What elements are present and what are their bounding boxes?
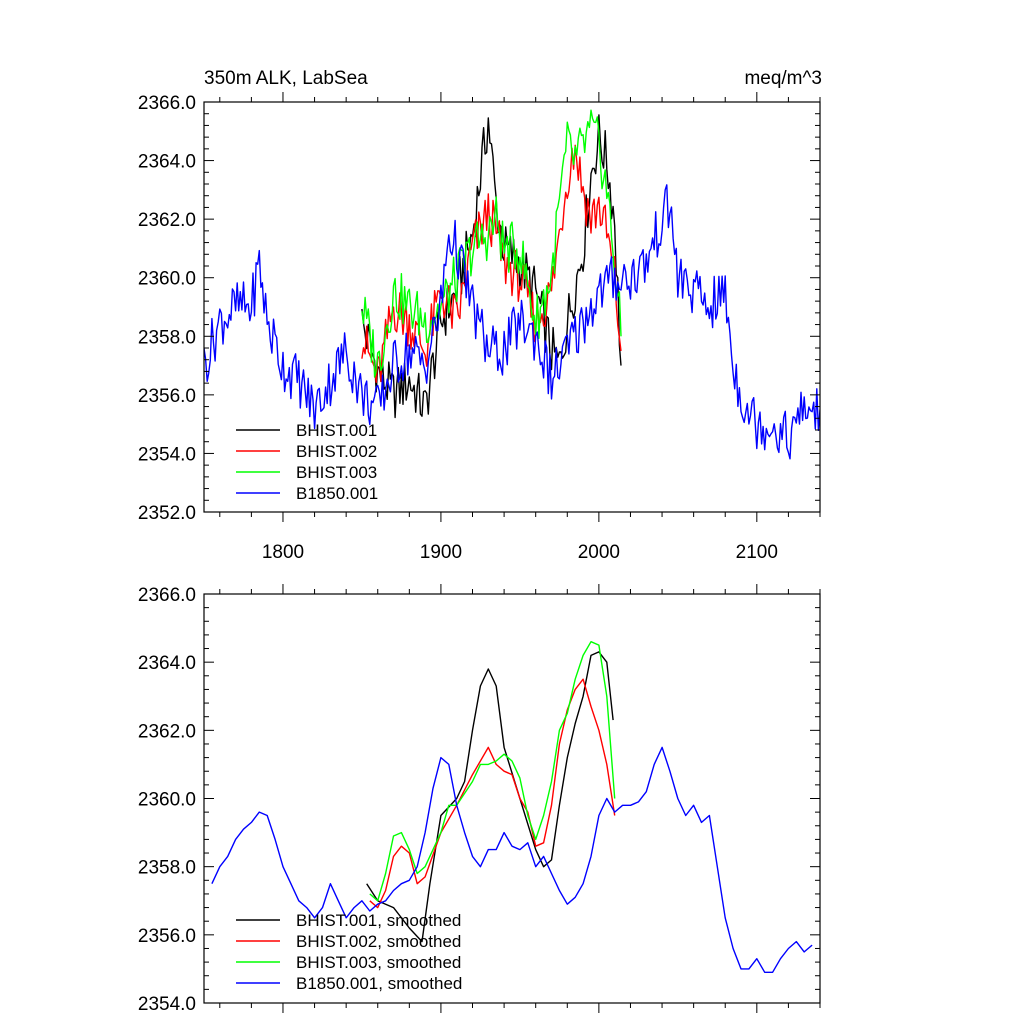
series-line-bhist-002 xyxy=(361,144,622,383)
y-tick-label: 2362.0 xyxy=(138,721,196,742)
y-tick-label: 2360.0 xyxy=(138,790,196,811)
y-tick-label: 2358.0 xyxy=(138,858,196,879)
series-line-b1850-001 xyxy=(211,746,813,973)
plot-title: 350m ALK, LabSea xyxy=(204,68,368,89)
legend-label: BHIST.003 xyxy=(296,463,377,482)
plot-frame xyxy=(203,101,821,513)
legend-label: BHIST.001, smoothed xyxy=(296,911,461,930)
legend-label: BHIST.001 xyxy=(296,421,377,440)
x-tick-label: 2000 xyxy=(578,542,620,563)
series-line-bhist-001 xyxy=(366,651,614,943)
x-tick-label: 2100 xyxy=(736,542,778,563)
y-tick-label: 2364.0 xyxy=(138,653,196,674)
bottom-panel-smoothed: 2354.0 2356.0 2358.0 2360.0 2362.0 2364.0 2366… xyxy=(138,584,821,1015)
top-panel-raw: 2352.0 2354.0 2356.0 2358.0 2360.0 2362.0 2364… xyxy=(138,92,821,563)
y-tick-label: 2356.0 xyxy=(138,926,196,947)
series-line-bhist-001 xyxy=(361,114,622,419)
x-tick-label: 1900 xyxy=(420,542,462,563)
series-lines xyxy=(204,109,820,460)
series-line-bhist-003 xyxy=(369,641,616,902)
y-tick-label: 2364.0 xyxy=(138,152,196,173)
legend-label: BHIST.002, smoothed xyxy=(296,932,461,951)
legend: BHIST.001 BHIST.002 BHIST.003 B1850.001 xyxy=(236,421,378,503)
y-tick-label: 2354.0 xyxy=(138,994,196,1015)
y-tick-label: 2366.0 xyxy=(138,93,196,114)
legend-label: B1850.001, smoothed xyxy=(296,974,462,993)
y-tick-label: 2360.0 xyxy=(138,269,196,290)
y-tick-label: 2366.0 xyxy=(138,585,196,606)
legend-label: B1850.001 xyxy=(296,484,378,503)
units-label: meq/m^3 xyxy=(744,68,822,89)
x-tick-label: 1800 xyxy=(262,542,304,563)
legend-label: BHIST.002 xyxy=(296,442,377,461)
y-tick-label: 2358.0 xyxy=(138,327,196,348)
series-lines xyxy=(211,641,813,973)
y-tick-label: 2362.0 xyxy=(138,210,196,231)
legend: BHIST.001, smoothed BHIST.002, smoothed BH… xyxy=(236,911,462,993)
y-tick-label: 2356.0 xyxy=(138,386,196,407)
legend-label: BHIST.003, smoothed xyxy=(296,953,461,972)
series-line-bhist-002 xyxy=(369,678,616,909)
series-line-b1850-001 xyxy=(204,184,820,460)
series-line-bhist-003 xyxy=(361,109,622,378)
y-tick-label: 2354.0 xyxy=(138,444,196,465)
y-tick-label: 2352.0 xyxy=(138,503,196,524)
